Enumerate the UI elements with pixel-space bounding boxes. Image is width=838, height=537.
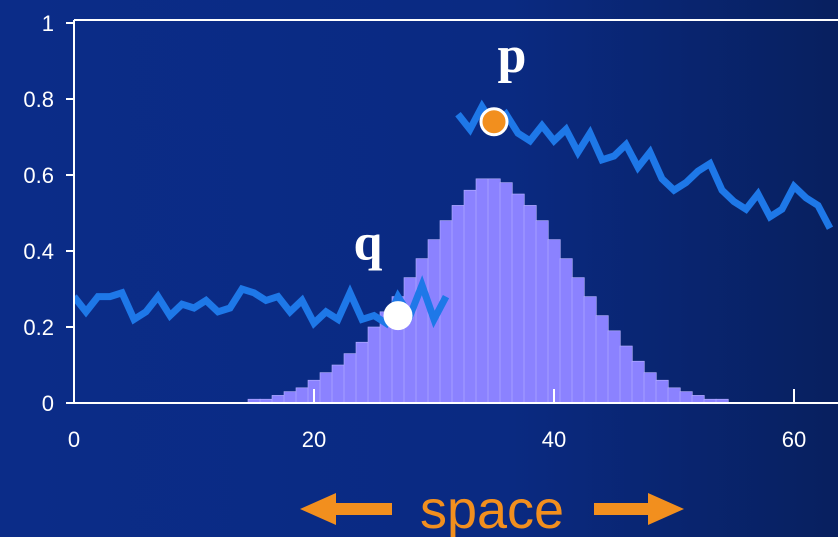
y-tick-label: 0.8 xyxy=(23,87,54,112)
x-axis-caption: space xyxy=(300,480,684,537)
histogram-bar xyxy=(319,372,333,404)
histogram-bar xyxy=(631,360,645,404)
histogram-bar xyxy=(691,395,705,404)
histogram-bar xyxy=(343,353,357,404)
point-label-q: q xyxy=(354,215,383,272)
y-tick-label: 0.4 xyxy=(23,239,54,264)
histogram-bar xyxy=(655,379,669,404)
histogram-bar xyxy=(559,258,573,404)
histogram-bar xyxy=(535,220,549,404)
point-q xyxy=(383,301,413,331)
histogram-bar xyxy=(643,372,657,404)
histogram-bar xyxy=(607,330,621,404)
x-tick-label: 60 xyxy=(782,427,806,452)
histogram-bar xyxy=(679,391,693,404)
x-tick-label: 0 xyxy=(68,427,80,452)
histogram-bar xyxy=(571,277,585,404)
annotated-points: pq xyxy=(354,27,527,331)
histogram xyxy=(247,178,729,404)
histogram-bar xyxy=(331,364,345,404)
histogram-bar xyxy=(547,239,561,404)
line-series xyxy=(74,99,834,329)
left-arrow-icon xyxy=(300,493,392,525)
point-label-p: p xyxy=(498,27,527,84)
histogram-bar xyxy=(583,296,597,404)
histogram-bar xyxy=(499,182,513,404)
histogram-bar xyxy=(295,387,309,404)
y-tick-label: 0.6 xyxy=(23,163,54,188)
histogram-bar xyxy=(355,341,369,404)
x-tick-label: 20 xyxy=(302,427,326,452)
histogram-bar xyxy=(523,205,537,404)
y-tick-label: 0.2 xyxy=(23,315,54,340)
line-series-1 xyxy=(74,275,450,329)
histogram-bar xyxy=(511,193,525,404)
histogram-bar xyxy=(595,315,609,404)
y-tick-label: 1 xyxy=(42,11,54,36)
histogram-bar xyxy=(271,395,285,404)
x-tick-label: 40 xyxy=(542,427,566,452)
histogram-bar xyxy=(283,391,297,404)
histogram-bar xyxy=(451,205,465,404)
histogram-bar xyxy=(475,178,489,404)
y-tick-label: 0 xyxy=(42,391,54,416)
point-p xyxy=(479,107,509,137)
histogram-bar xyxy=(487,178,501,404)
histogram-bar xyxy=(367,326,381,404)
histogram-bar xyxy=(619,345,633,404)
x-axis-label: space xyxy=(420,480,564,537)
axes: 0 0.2 0.4 0.6 0.8 1 0 20 40 60 xyxy=(23,11,838,452)
right-arrow-icon xyxy=(594,493,684,525)
line-series-2 xyxy=(455,99,834,230)
histogram-bar xyxy=(463,189,477,404)
histogram-bar xyxy=(667,387,681,404)
